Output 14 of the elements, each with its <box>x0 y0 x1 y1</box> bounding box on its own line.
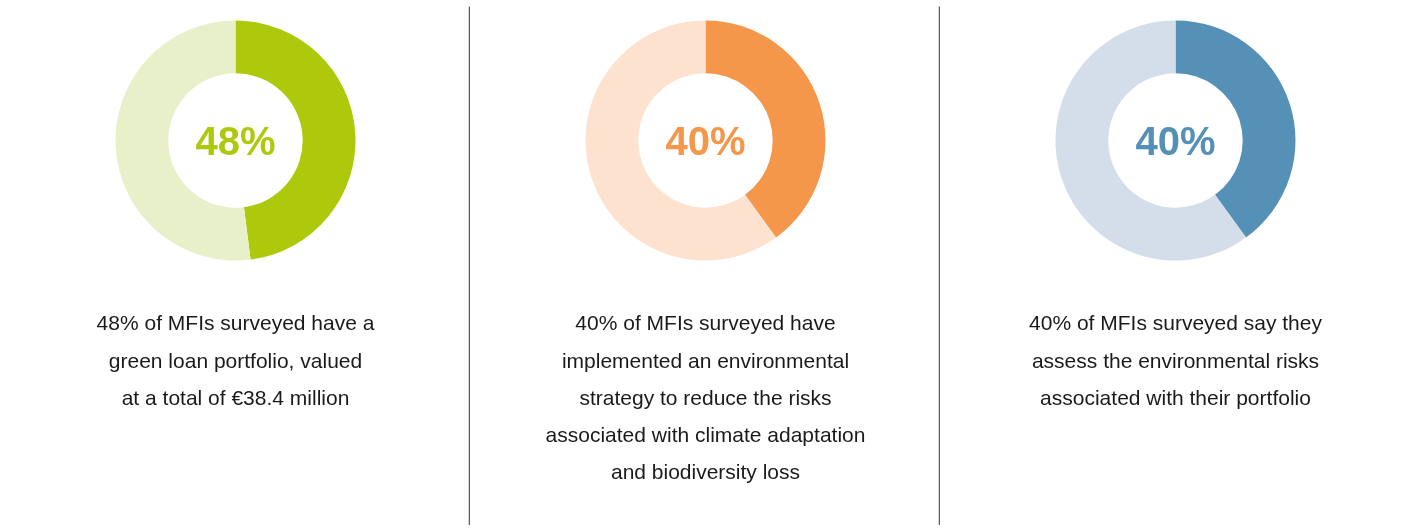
text: 48% <box>195 118 276 163</box>
text: 48% of MFIs surveyed have a <box>96 311 375 335</box>
text: green loan portfolio, valued <box>108 348 363 372</box>
text: 40% of MFIs surveyed say they <box>1029 311 1323 335</box>
text: associated with their portfolio <box>1040 385 1311 409</box>
text: at a total of €38.4 million <box>121 385 350 409</box>
text: 40% <box>665 118 746 163</box>
text: implemented an environmental <box>561 348 850 372</box>
text: strategy to reduce the risks <box>579 385 832 409</box>
text: 40% of MFIs surveyed have <box>575 311 836 335</box>
text: assess the environmental risks <box>1031 348 1320 372</box>
text: associated with climate adaptation <box>545 423 866 446</box>
text: 40% <box>1135 118 1216 163</box>
text: and biodiversity loss <box>610 460 801 484</box>
